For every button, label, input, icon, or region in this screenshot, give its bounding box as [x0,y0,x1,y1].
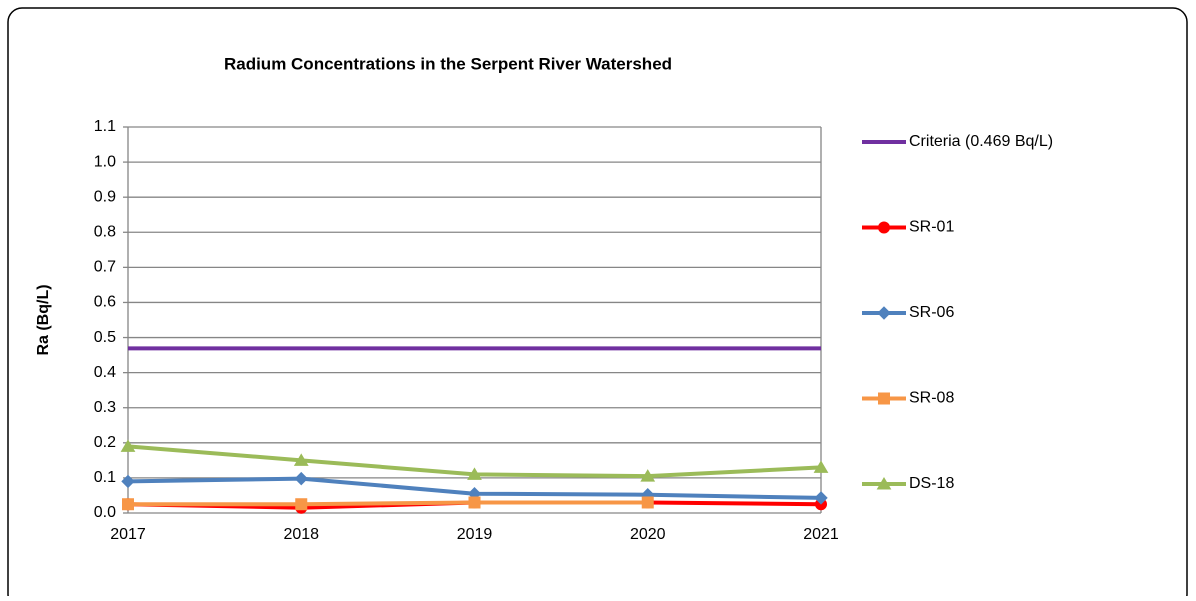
series-line [128,500,648,507]
marker [877,306,891,320]
marker [878,221,890,234]
marker [468,496,481,509]
legend-label: SR-08 [909,390,954,407]
legend-label: Criteria (0.469 Bq/L) [909,133,1053,150]
legend-label: DS-18 [909,475,954,492]
marker [641,496,654,509]
chart-frame [7,7,1188,601]
y-tick-label: 0.5 [94,329,116,346]
marker [293,453,309,466]
marker [640,469,656,482]
marker [121,474,135,489]
y-tick-label: 0.1 [94,469,116,486]
y-tick-label: 0.7 [94,259,116,276]
marker [878,392,890,405]
x-tick-label: 2021 [803,526,839,543]
y-tick-label: 1.1 [94,118,116,135]
chart-title: Radium Concentrations in the Serpent Riv… [224,54,672,73]
marker [467,467,482,480]
marker [122,498,134,511]
marker [120,439,136,452]
marker [876,477,892,490]
y-tick-label: 0.4 [94,364,116,381]
x-tick-label: 2019 [457,526,493,543]
marker [814,491,828,505]
marker [295,498,308,511]
x-tick-label: 2018 [283,526,319,543]
marker [813,460,829,473]
legend-label: SR-06 [909,304,954,321]
y-tick-label: 1.0 [94,153,116,170]
y-tick-label: 0.9 [94,188,116,205]
x-tick-label: 2017 [110,526,146,543]
y-tick-label: 0.2 [94,434,116,451]
y-tick-label: 0.0 [94,504,116,521]
legend-label: SR-01 [909,219,954,236]
y-tick-label: 0.3 [94,399,116,416]
y-tick-label: 0.8 [94,223,116,240]
marker [294,471,308,486]
y-axis-label: Ra (Bq/L) [35,284,52,355]
y-tick-label: 0.6 [94,294,116,311]
x-tick-label: 2020 [630,526,666,543]
